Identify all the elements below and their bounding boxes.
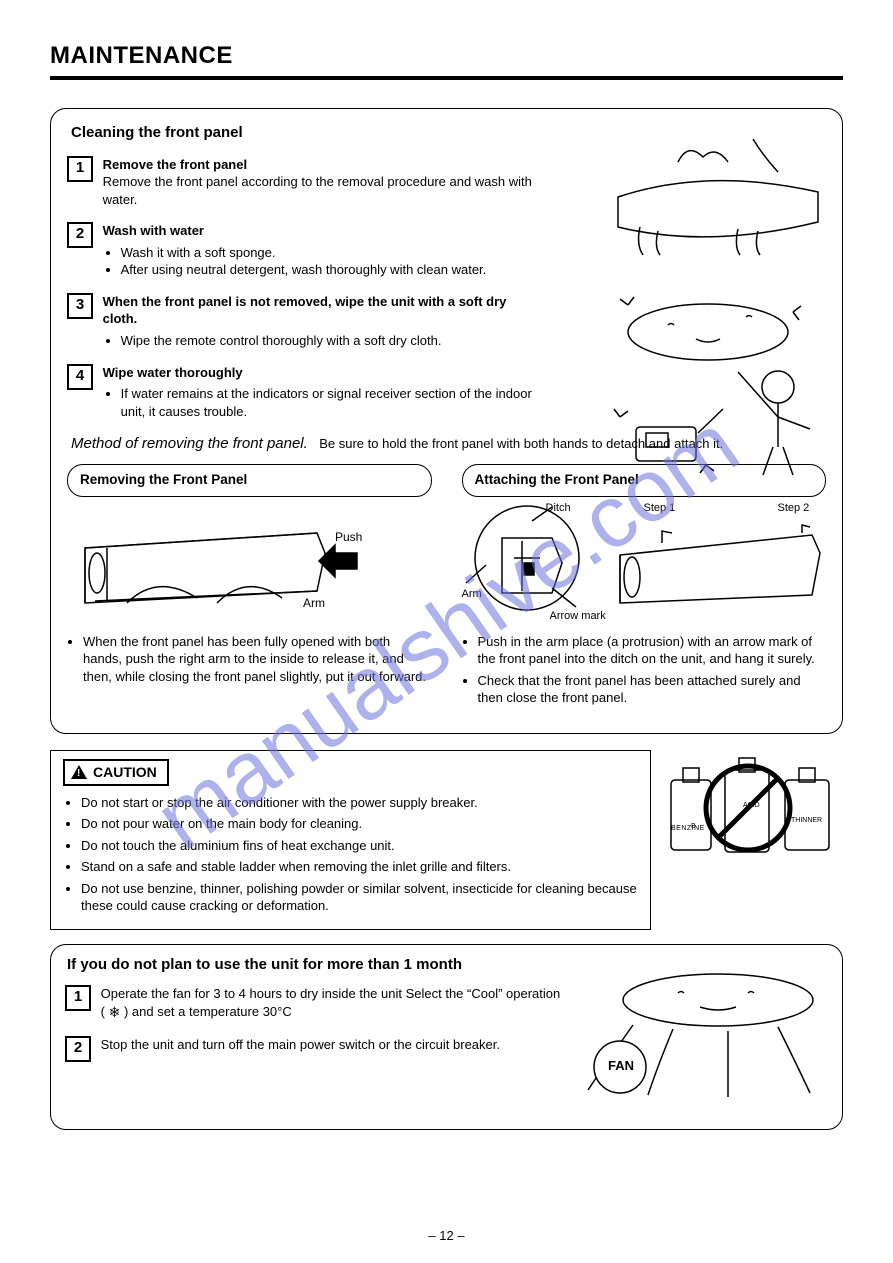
label-benzine-t: BENZINE <box>671 824 851 833</box>
step-3-num: 3 <box>67 293 93 319</box>
caution-heading: CAUTION <box>63 759 169 786</box>
step-1-label: Remove the front panel <box>103 157 247 172</box>
removing-bullet-1: When the front panel has been fully open… <box>83 633 432 686</box>
warning-icon <box>71 765 87 779</box>
snowflake-icon: ❄ <box>109 1003 121 1022</box>
label-ditch: Ditch <box>546 501 571 516</box>
cleaning-box: Cleaning the front panel 1 Remove the fr… <box>50 108 843 733</box>
attaching-bullet-2: Check that the front panel has been atta… <box>478 672 827 707</box>
step-1-detail: Remove the front panel according to the … <box>103 174 532 207</box>
label-arm-a: Arm <box>462 587 482 602</box>
step-4-label: Wipe water thoroughly <box>103 365 243 380</box>
attaching-bullet-1: Push in the arm place (a protrusion) wit… <box>478 633 827 668</box>
attaching-col: Ditch Arm Arrow mark Step 1 Step 2 Push … <box>462 503 827 713</box>
illus-fan-operation <box>578 965 828 1105</box>
step-2-note-1: Wash it with a soft sponge. <box>121 244 533 262</box>
label-arm-r: Arm <box>303 595 325 611</box>
caution-5: Do not use benzine, thinner, polishing p… <box>81 880 638 915</box>
illus-wash-panel <box>588 127 828 257</box>
caution-4: Stand on a safe and stable ladder when r… <box>81 858 638 876</box>
title-rule <box>50 76 843 80</box>
step-2-note-2: After using neutral detergent, wash thor… <box>121 261 533 279</box>
step-1-num: 1 <box>67 156 93 182</box>
label-step2: Step 2 <box>778 501 810 516</box>
removing-pill: Removing the Front Panel <box>67 464 432 496</box>
illus-bottles: B BENZINE ACID THINNER <box>663 750 843 860</box>
removing-col: Push Arm When the front panel has been f… <box>67 503 432 713</box>
step-4-note-1: If water remains at the indicators or si… <box>121 385 533 420</box>
step-4-num: 4 <box>67 364 93 390</box>
caution-3: Do not touch the aluminium fins of heat … <box>81 837 638 855</box>
lt-step-1-post: ) and set a temperature 30°C <box>124 1004 292 1019</box>
lt-step-2-num: 2 <box>65 1036 91 1062</box>
label-push: Push <box>335 529 362 545</box>
illus-attach-panel <box>602 503 837 618</box>
label-acid-t: ACID <box>743 802 893 810</box>
lt-step-2-text: Stop the unit and turn off the main powe… <box>101 1036 561 1054</box>
page-number: – 12 – <box>428 1227 464 1245</box>
illus-wipe-unit <box>588 277 828 477</box>
longtime-box: If you do not plan to use the unit for m… <box>50 944 843 1130</box>
lt-step-1-num: 1 <box>65 985 91 1011</box>
step-3-label: When the front panel is not removed, wip… <box>103 294 507 327</box>
step-2-num: 2 <box>67 222 93 248</box>
bubble-fan: FAN <box>608 1057 634 1075</box>
caution-box: CAUTION Do not start or stop the air con… <box>50 750 651 930</box>
step-2-label: Wash with water <box>103 223 204 238</box>
label-step1: Step 1 <box>644 501 676 516</box>
label-thinner-t: THINNER <box>791 816 893 825</box>
caution-2: Do not pour water on the main body for c… <box>81 815 638 833</box>
step-3-note-1: Wipe the remote control thoroughly with … <box>121 332 533 350</box>
illus-remove-panel <box>67 503 387 623</box>
caution-1: Do not start or stop the air conditioner… <box>81 794 638 812</box>
label-arrow: Arrow mark <box>550 609 606 624</box>
page-title: MAINTENANCE <box>50 40 843 72</box>
